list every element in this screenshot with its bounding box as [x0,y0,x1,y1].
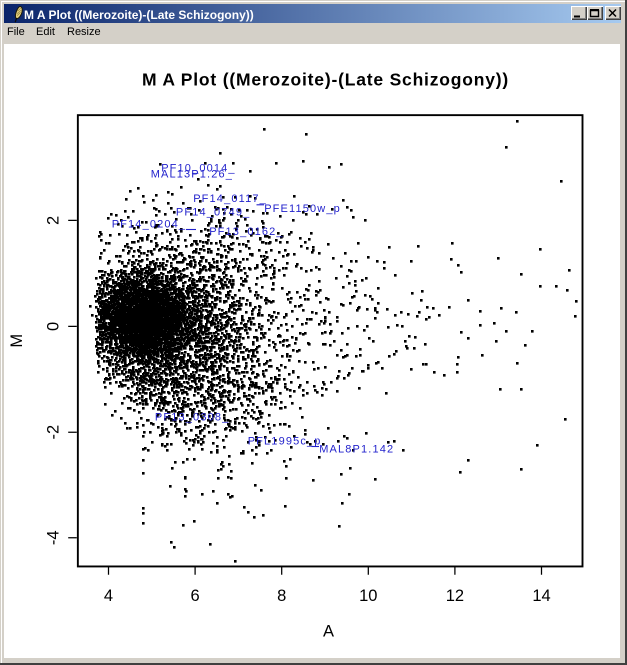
svg-text:MAL8P1.142: MAL8P1.142 [319,443,394,455]
svg-text:PF13_0308_: PF13_0308_ [155,412,230,424]
svg-text:8: 8 [277,587,286,605]
svg-text:PF14_0749_: PF14_0749_ [176,207,251,219]
svg-text:2: 2 [45,216,63,225]
svg-text:-4: -4 [45,530,63,545]
svg-text:PF10_0014_: PF10_0014_ [161,163,236,175]
svg-text:-2: -2 [45,425,63,440]
svg-text:M A Plot ((Merozoite)-(Late Sc: M A Plot ((Merozoite)-(Late Schizogony)) [142,70,509,90]
svg-text:A: A [323,623,334,641]
svg-text:14: 14 [532,587,550,605]
svg-text:10: 10 [359,587,377,605]
svg-text:6: 6 [191,587,200,605]
svg-text:PFE1150w_p: PFE1150w_p [264,203,341,215]
svg-text:PF14_0204_: PF14_0204_ [112,219,187,231]
svg-text:PFL1995c_p: PFL1995c_p [248,436,322,448]
svg-text:MAL13P1.26_: MAL13P1.26_ [151,169,233,181]
svg-text:12: 12 [446,587,464,605]
svg-text:M: M [8,334,26,348]
svg-text:0: 0 [45,322,63,331]
svg-text:4: 4 [104,587,113,605]
svg-text:PF14_0117_: PF14_0117_ [193,193,267,205]
svg-text:PF13_0162_: PF13_0162_ [209,226,284,238]
